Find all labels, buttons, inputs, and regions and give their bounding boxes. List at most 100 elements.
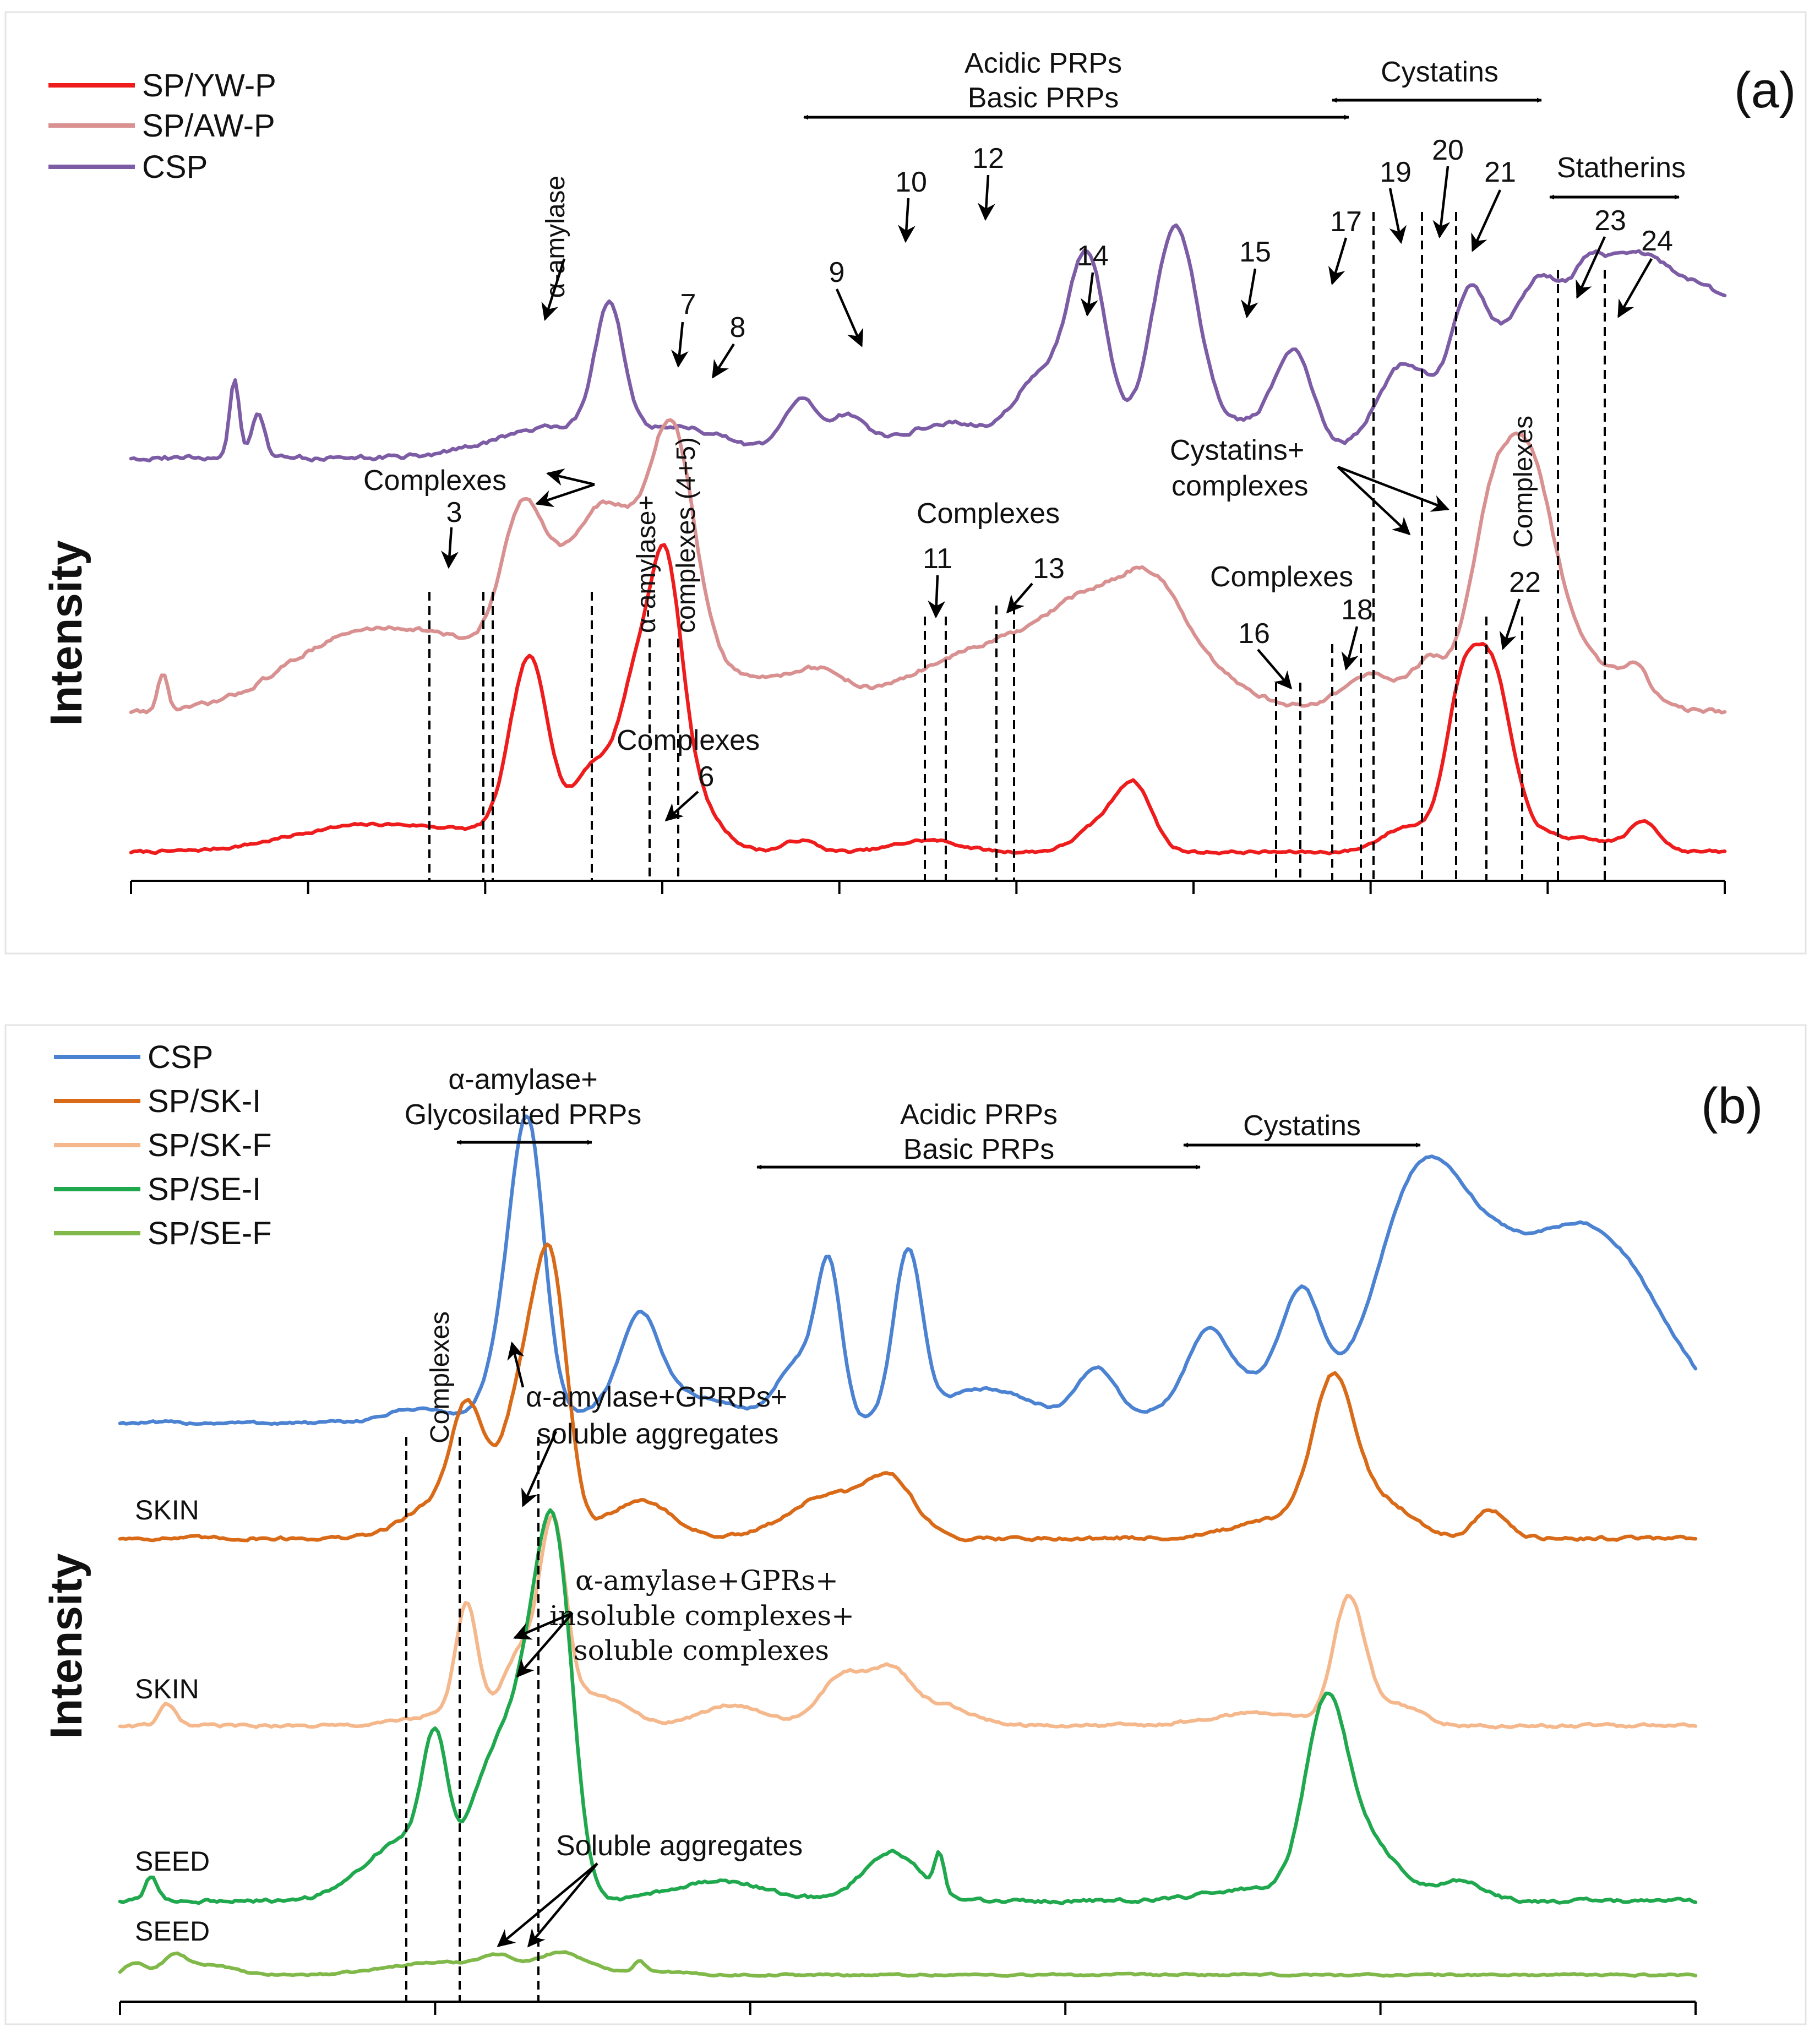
pointer-arrow — [546, 468, 595, 486]
annotation-complexes-11-13: Complexes — [917, 498, 1060, 530]
pointer-arrow — [712, 343, 735, 379]
region-label-acidic-prps-a: Acidic PRPs — [965, 47, 1122, 79]
peak-label-18: 18 — [1341, 594, 1373, 626]
annotation-amylase-gprps-1: α-amylase+GPRPs+ — [526, 1381, 787, 1413]
peak-label-12: 12 — [972, 143, 1004, 175]
pointer-arrow — [897, 198, 916, 243]
pointer-arrow — [521, 1431, 558, 1507]
peak-label-16: 16 — [1238, 618, 1270, 650]
region-label-acidic-prps-b: Acidic PRPs — [900, 1099, 1058, 1131]
legend-label-csp-b: CSP — [148, 1039, 213, 1075]
pointer-arrow — [1576, 236, 1606, 299]
pointer-arrow — [1499, 598, 1521, 651]
region-label-alpha-amylase: α-amylase — [541, 176, 570, 298]
panel-b-ylabel: Intensity — [41, 1553, 91, 1739]
pointer-arrow — [1341, 626, 1359, 671]
peak-label-9: 9 — [829, 257, 845, 288]
legend-label-sp-se-i: SP/SE-I — [148, 1171, 261, 1207]
panel-b-frame — [4, 1024, 1807, 2025]
trace-sp-sk-i — [118, 1242, 1698, 1543]
peak-label-23: 23 — [1594, 205, 1626, 237]
annotation-amylase-gprs-2: insoluble complexes+ — [549, 1600, 854, 1632]
peak-label-17: 17 — [1330, 206, 1362, 238]
region-label-glycosilated-prps: Glycosilated PRPs — [405, 1099, 642, 1131]
annotation-cystatins-complexes-2: complexes — [1171, 470, 1309, 502]
pointer-arrow — [1337, 466, 1411, 536]
region-label-statherins: Statherins — [1557, 152, 1686, 184]
peak-label-7: 7 — [680, 288, 696, 320]
annotation-amylase-gprs-3: soluble complexes — [574, 1634, 829, 1666]
trace-sp-aw-p — [129, 418, 1727, 715]
pointer-arrow — [664, 791, 699, 822]
pointer-arrow — [835, 288, 864, 347]
pointer-arrow — [1471, 189, 1502, 252]
panel-a-guides — [428, 212, 1606, 881]
legend-label-sp-aw-p: SP/AW-P — [142, 108, 275, 144]
peak-label-24: 24 — [1641, 225, 1673, 257]
annotation-soluble-aggregates: Soluble aggregates — [556, 1830, 803, 1862]
legend-label-sp-se-f: SP/SE-F — [148, 1216, 272, 1251]
panel-b-label: (b) — [1701, 1078, 1763, 1134]
peak-label-20: 20 — [1432, 134, 1464, 166]
annotation-cystatins-complexes-1: Cystatins+ — [1170, 434, 1304, 466]
region-label-cystatins-b: Cystatins — [1243, 1110, 1361, 1142]
peak-label-3: 3 — [446, 497, 462, 528]
legend-label-sp-sk-f: SP/SK-F — [148, 1127, 272, 1163]
annotation-amylase-gprps-2: soluble aggregates — [537, 1418, 778, 1450]
peak-label-14: 14 — [1077, 240, 1109, 272]
panel-b-legend: CSP SP/SK-I SP/SK-F SP/SE-I SP/SE-F — [54, 1039, 272, 1251]
trace-label-seed-2: SEED — [135, 1916, 210, 1947]
pointer-arrow — [1337, 465, 1450, 512]
pointer-arrow — [977, 175, 995, 221]
trace-sp-se-f — [118, 1950, 1698, 1978]
pointer-arrow — [1617, 258, 1653, 318]
annotation-complexes-6: Complexes — [617, 724, 760, 756]
trace-label-skin-1: SKIN — [135, 1495, 199, 1525]
panel-a-label: (a) — [1734, 62, 1796, 118]
pointer-arrow — [1388, 188, 1407, 244]
trace-sp-yw-p — [129, 543, 1727, 856]
trace-csp-a — [129, 223, 1727, 463]
panel-b: (b) Intensity CSP SP/SK-I SP/SK-F SP/SE-… — [4, 1024, 1807, 2025]
pointer-arrow — [1328, 237, 1348, 286]
annotation-complexes-16-18: Complexes — [1210, 561, 1353, 593]
panel-b-x-ticks — [119, 2002, 1697, 2015]
pointer-arrow — [1432, 166, 1451, 239]
peak-label-15: 15 — [1239, 236, 1271, 268]
panel-a-legend: SP/YW-P SP/AW-P CSP — [48, 68, 276, 185]
annotation-amylase-gprs-1: α-amylase+GPRs+ — [575, 1565, 838, 1596]
pointer-arrow — [513, 1611, 573, 1640]
panel-a-ylabel: Intensity — [41, 540, 91, 726]
legend-label-sp-sk-i: SP/SK-I — [148, 1083, 261, 1119]
pointer-arrow — [535, 483, 595, 508]
legend-label-csp-a: CSP — [142, 149, 208, 185]
pointer-arrow — [928, 575, 946, 619]
region-label-cystatins-a: Cystatins — [1381, 56, 1498, 88]
region-label-basic-prps-b: Basic PRPs — [903, 1134, 1055, 1165]
pointer-arrow — [1080, 272, 1098, 317]
panel-a-pointers — [441, 166, 1653, 822]
annotation-complexes-22: Complexes — [1509, 416, 1538, 548]
trace-sp-sk-f — [118, 1513, 1698, 1730]
pointer-arrow — [516, 1612, 574, 1678]
pointer-arrow — [507, 1341, 525, 1388]
peak-label-10: 10 — [895, 166, 927, 198]
pointer-arrow — [1257, 649, 1293, 690]
annotation-complexes-b: Complexes — [426, 1311, 455, 1443]
trace-csp-b — [118, 1114, 1698, 1426]
pointer-arrow — [527, 1862, 598, 1948]
peak-label-22: 22 — [1509, 566, 1541, 598]
pointer-arrow — [441, 527, 459, 569]
trace-sp-se-i — [118, 1508, 1698, 1905]
pointer-arrow — [1006, 582, 1033, 614]
panel-a: (a) Intensity SP/YW-P SP/AW-P CSP — [4, 11, 1807, 955]
pointer-arrow — [497, 1862, 598, 1948]
peak-label-8: 8 — [730, 312, 746, 344]
pointer-arrow — [671, 322, 689, 368]
region-label-basic-prps-a: Basic PRPs — [968, 82, 1119, 114]
pointer-arrow — [1241, 268, 1258, 319]
annotation-alpha-amylase-complexes-1: α-amylase+ — [632, 495, 661, 634]
peak-label-11: 11 — [923, 543, 952, 575]
region-label-alpha-amylase-b: α-amylase+ — [448, 1064, 597, 1096]
